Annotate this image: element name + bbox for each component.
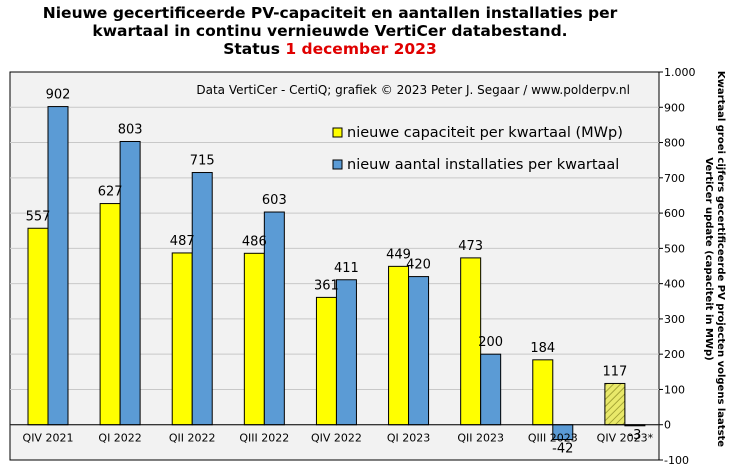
installations-value-label: 200	[478, 335, 503, 350]
y-tick-label: 0	[664, 419, 671, 432]
x-category-label: QII 2022	[169, 432, 216, 445]
title-line-2: kwartaal in continu vernieuwde VertiCer …	[92, 22, 568, 40]
y-tick-label: 400	[664, 278, 685, 291]
installations-bar	[263, 211, 285, 426]
capacity-value-label: 361	[314, 278, 339, 293]
capacity-bar	[532, 359, 554, 426]
capacity-value-label: 557	[26, 209, 51, 224]
installations-bar	[480, 353, 502, 426]
x-category-label: QIV 2021	[23, 432, 74, 445]
x-category-label: QI 2023	[387, 432, 430, 445]
legend-label-installations: nieuw aantal installaties per kwartaal	[347, 157, 619, 173]
capacity-value-label: 487	[170, 234, 195, 249]
installations-bar	[119, 140, 141, 426]
capacity-value-label: 473	[458, 239, 483, 254]
capacity-bar	[171, 252, 193, 426]
x-category-label: QIII 2022	[239, 432, 289, 445]
installations-value-label: 411	[334, 261, 359, 276]
x-category-label: QI 2022	[98, 432, 141, 445]
y-tick-label: 900	[664, 101, 685, 114]
x-category-label: QIV 2022	[311, 432, 362, 445]
installations-bar	[408, 276, 430, 426]
y-tick-label: 800	[664, 137, 685, 150]
legend-swatch-capacity	[332, 127, 343, 138]
installations-bar	[335, 279, 357, 426]
installations-value-label: -42	[552, 442, 573, 457]
installations-value-label: 803	[118, 122, 143, 137]
x-category-label: QII 2023	[457, 432, 504, 445]
status-date: 1 december 2023	[285, 40, 437, 58]
legend-swatch-installations	[332, 159, 343, 170]
installations-value-label: 420	[406, 258, 431, 273]
installations-bar	[47, 106, 69, 426]
y-tick-label: 200	[664, 348, 685, 361]
installations-value-label: 902	[46, 88, 71, 103]
capacity-bar	[27, 227, 49, 426]
y-tick-label: 100	[664, 383, 685, 396]
installations-value-label: 603	[262, 193, 287, 208]
capacity-bar	[243, 252, 265, 426]
capacity-bar	[388, 265, 410, 426]
installations-value-label: -3	[628, 428, 641, 443]
capacity-bar	[604, 382, 626, 426]
status-label: Status	[223, 40, 280, 58]
y-tick-label: 600	[664, 207, 685, 220]
y-tick-label: 500	[664, 242, 685, 255]
legend: nieuwe capaciteit per kwartaal (MWp) nieu…	[332, 125, 623, 173]
chart-title: Nieuwe gecertificeerde PV-capaciteit en …	[0, 4, 660, 58]
credit-text: Data VertiCer - CertiQ; grafiek © 2023 P…	[196, 83, 630, 97]
y-tick-label: 1.000	[664, 66, 696, 79]
title-line-3: Status 1 december 2023	[0, 40, 660, 58]
capacity-value-label: 117	[602, 364, 627, 379]
installations-bar	[191, 172, 213, 426]
y-tick-label: 700	[664, 172, 685, 185]
y-tick-label: -100	[664, 454, 689, 467]
capacity-value-label: 627	[98, 185, 123, 200]
capacity-value-label: 486	[242, 234, 267, 249]
capacity-value-label: 449	[386, 247, 411, 262]
x-category-label: QIII 2023	[528, 432, 578, 445]
axes: -100 0 100 200 300 400 500 600 700 800 900 1.000 QIV…	[10, 66, 696, 467]
capacity-value-label: 184	[530, 341, 555, 356]
title-line-1: Nieuwe gecertificeerde PV-capaciteit en …	[42, 4, 618, 22]
legend-label-capacity: nieuwe capaciteit per kwartaal (MWp)	[347, 125, 623, 141]
capacity-bar	[99, 203, 121, 426]
y-tick-label: 300	[664, 313, 685, 326]
installations-value-label: 715	[190, 154, 215, 169]
x-category-label: QIV 2023*	[597, 432, 654, 445]
y-axis-title: Kwartaal groei cijfers gecertificeerde P…	[703, 71, 726, 447]
capacity-bar	[315, 296, 337, 426]
